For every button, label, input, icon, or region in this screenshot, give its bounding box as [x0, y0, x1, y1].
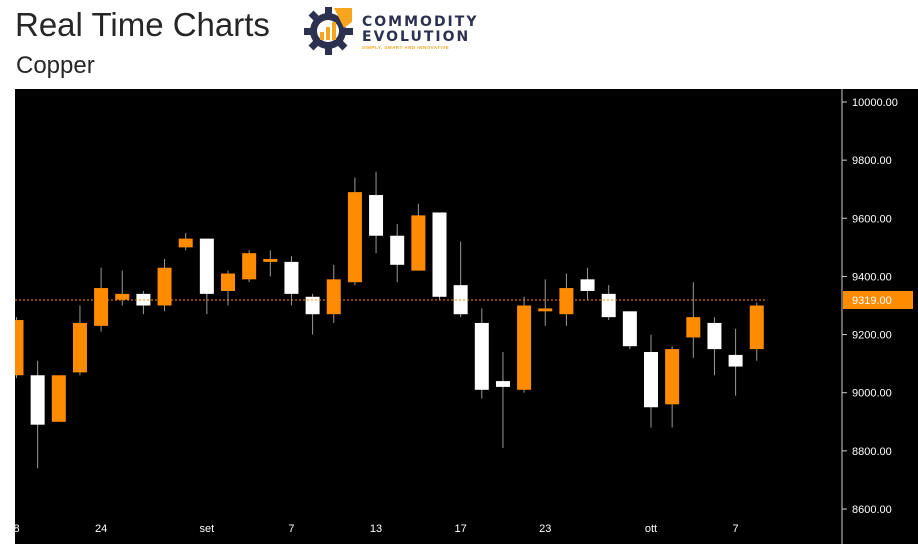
candle-body: [622, 311, 637, 347]
chart-background: [15, 89, 918, 544]
candle-body: [347, 192, 362, 283]
candle-body: [51, 375, 66, 422]
x-tick-label: set: [200, 523, 215, 535]
last-price-label: 9319.00: [852, 295, 892, 307]
x-tick-label: 7: [733, 523, 739, 535]
candle-body: [199, 238, 214, 294]
candle-body: [432, 212, 447, 297]
candle-body: [30, 375, 45, 425]
candle: [665, 346, 680, 428]
page-title: Real Time Charts: [15, 6, 270, 43]
candle: [284, 256, 299, 306]
candlestick-chart[interactable]: 8600.00 8800.00 9000.00 9200.00 9400.00 9600.…: [9, 89, 918, 544]
x-tick-label: 24: [95, 523, 107, 535]
candle-body: [495, 381, 510, 387]
candle: [390, 224, 405, 283]
x-tick-label: 7: [288, 523, 294, 535]
candle: [326, 264, 341, 323]
candle: [242, 250, 257, 283]
candle-body: [115, 293, 130, 300]
candle: [517, 296, 532, 393]
y-tick-label: 9400.00: [852, 271, 892, 283]
candle-body: [157, 267, 172, 306]
candle-body: [178, 238, 193, 248]
candle-body: [686, 317, 701, 338]
y-tick-label: 9800.00: [852, 155, 892, 167]
candle: [644, 334, 658, 428]
candle: [728, 328, 743, 396]
candle-body: [284, 261, 299, 294]
candle-body: [326, 279, 341, 315]
x-tick-label: ott: [645, 523, 657, 535]
candle-body: [221, 273, 235, 291]
logo-tagline: SIMPLY, SMART AND INNOVATIVE: [362, 45, 450, 50]
candle: [178, 232, 193, 251]
x-tick-label: 23: [539, 523, 551, 535]
chart-canvas[interactable]: 8600.00 8800.00 9000.00 9200.00 9400.00 9600.…: [9, 89, 918, 544]
candle: [432, 212, 447, 300]
candle-body: [369, 195, 384, 236]
candle-body: [242, 253, 257, 280]
x-tick-label: 13: [370, 523, 382, 535]
candle-body: [72, 322, 87, 373]
candle: [115, 270, 130, 306]
candle-body: [580, 279, 595, 291]
candle: [749, 302, 764, 361]
candle: [30, 360, 45, 469]
candle-body: [644, 352, 658, 408]
candle-body: [263, 258, 278, 262]
candle: [9, 317, 24, 379]
candle-body: [728, 354, 743, 367]
candle: [369, 171, 384, 254]
candle: [707, 317, 722, 376]
candle-body: [390, 235, 405, 265]
candle-body: [411, 215, 426, 271]
candle: [686, 282, 701, 358]
logo-text-line2: EVOLUTION: [362, 29, 471, 45]
candle: [199, 238, 214, 315]
candle-body: [601, 293, 616, 318]
candle: [559, 273, 574, 326]
candle-body: [559, 288, 574, 315]
candle-body: [707, 322, 722, 350]
x-tick-label: 17: [455, 523, 467, 535]
candle: [51, 375, 66, 422]
logo-text-line1: COMMODITY: [362, 14, 479, 30]
page-subtitle: Copper: [16, 52, 95, 79]
candle: [411, 203, 426, 271]
candle-body: [538, 308, 553, 312]
candle: [474, 308, 489, 399]
y-tick-label: 9200.00: [852, 330, 892, 342]
y-tick-label: 10000.00: [852, 97, 898, 109]
candle-body: [749, 305, 764, 350]
candle-body: [305, 296, 320, 315]
y-tick-label: 8800.00: [852, 446, 892, 458]
candle: [305, 293, 320, 335]
candle-body: [517, 305, 532, 390]
last-price-badge: [843, 290, 913, 309]
x-tick-label: 8: [15, 523, 20, 535]
candle: [72, 305, 87, 376]
candle: [580, 267, 595, 300]
candle: [495, 352, 510, 448]
candle-body: [94, 288, 109, 326]
gear-icon: [304, 7, 353, 55]
y-tick-label: 8600.00: [852, 504, 892, 516]
candle-body: [9, 320, 24, 376]
candle-body: [665, 349, 680, 405]
candle-body: [474, 322, 489, 390]
y-tick-label: 9000.00: [852, 388, 892, 400]
candle: [538, 279, 553, 326]
brand-logo[interactable]: COMMODITY EVOLUTION SIMPLY, SMART AND IN…: [302, 4, 482, 58]
candle: [622, 311, 637, 350]
y-tick-label: 9600.00: [852, 213, 892, 225]
candle: [157, 258, 172, 312]
candle: [347, 177, 362, 286]
candle: [263, 250, 278, 277]
candle: [94, 267, 109, 332]
